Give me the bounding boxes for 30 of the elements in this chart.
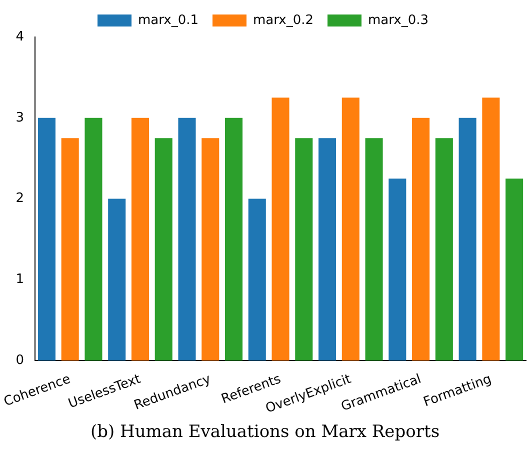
bar xyxy=(365,138,383,361)
bar xyxy=(388,178,406,361)
bar xyxy=(224,118,243,361)
y-tick-label: 1 xyxy=(16,272,24,288)
bar xyxy=(342,98,360,361)
bar xyxy=(506,178,524,361)
bar xyxy=(248,198,266,361)
bar xyxy=(61,138,79,361)
bar xyxy=(272,98,290,361)
bar xyxy=(458,118,476,361)
legend-label: marx_0.2 xyxy=(253,12,314,28)
bar xyxy=(202,138,220,361)
bar xyxy=(108,198,126,361)
bar xyxy=(482,98,500,361)
bar xyxy=(295,138,313,361)
bar xyxy=(318,138,336,361)
bar xyxy=(154,138,172,361)
text: (b) Human Evaluations on Marx Reports xyxy=(89,422,441,442)
y-tick-label: 0 xyxy=(16,353,24,368)
y-tick-label: 2 xyxy=(16,191,24,206)
bar xyxy=(412,118,430,361)
y-tick-label: 4 xyxy=(16,29,24,44)
bar xyxy=(435,138,453,361)
legend-label: marx_0.3 xyxy=(368,12,428,28)
y-tick-label: 3 xyxy=(16,110,24,126)
bar xyxy=(84,118,102,361)
bar xyxy=(178,118,196,361)
bar xyxy=(131,118,150,361)
bar xyxy=(38,118,56,361)
legend-label: marx_0.1 xyxy=(138,12,199,28)
